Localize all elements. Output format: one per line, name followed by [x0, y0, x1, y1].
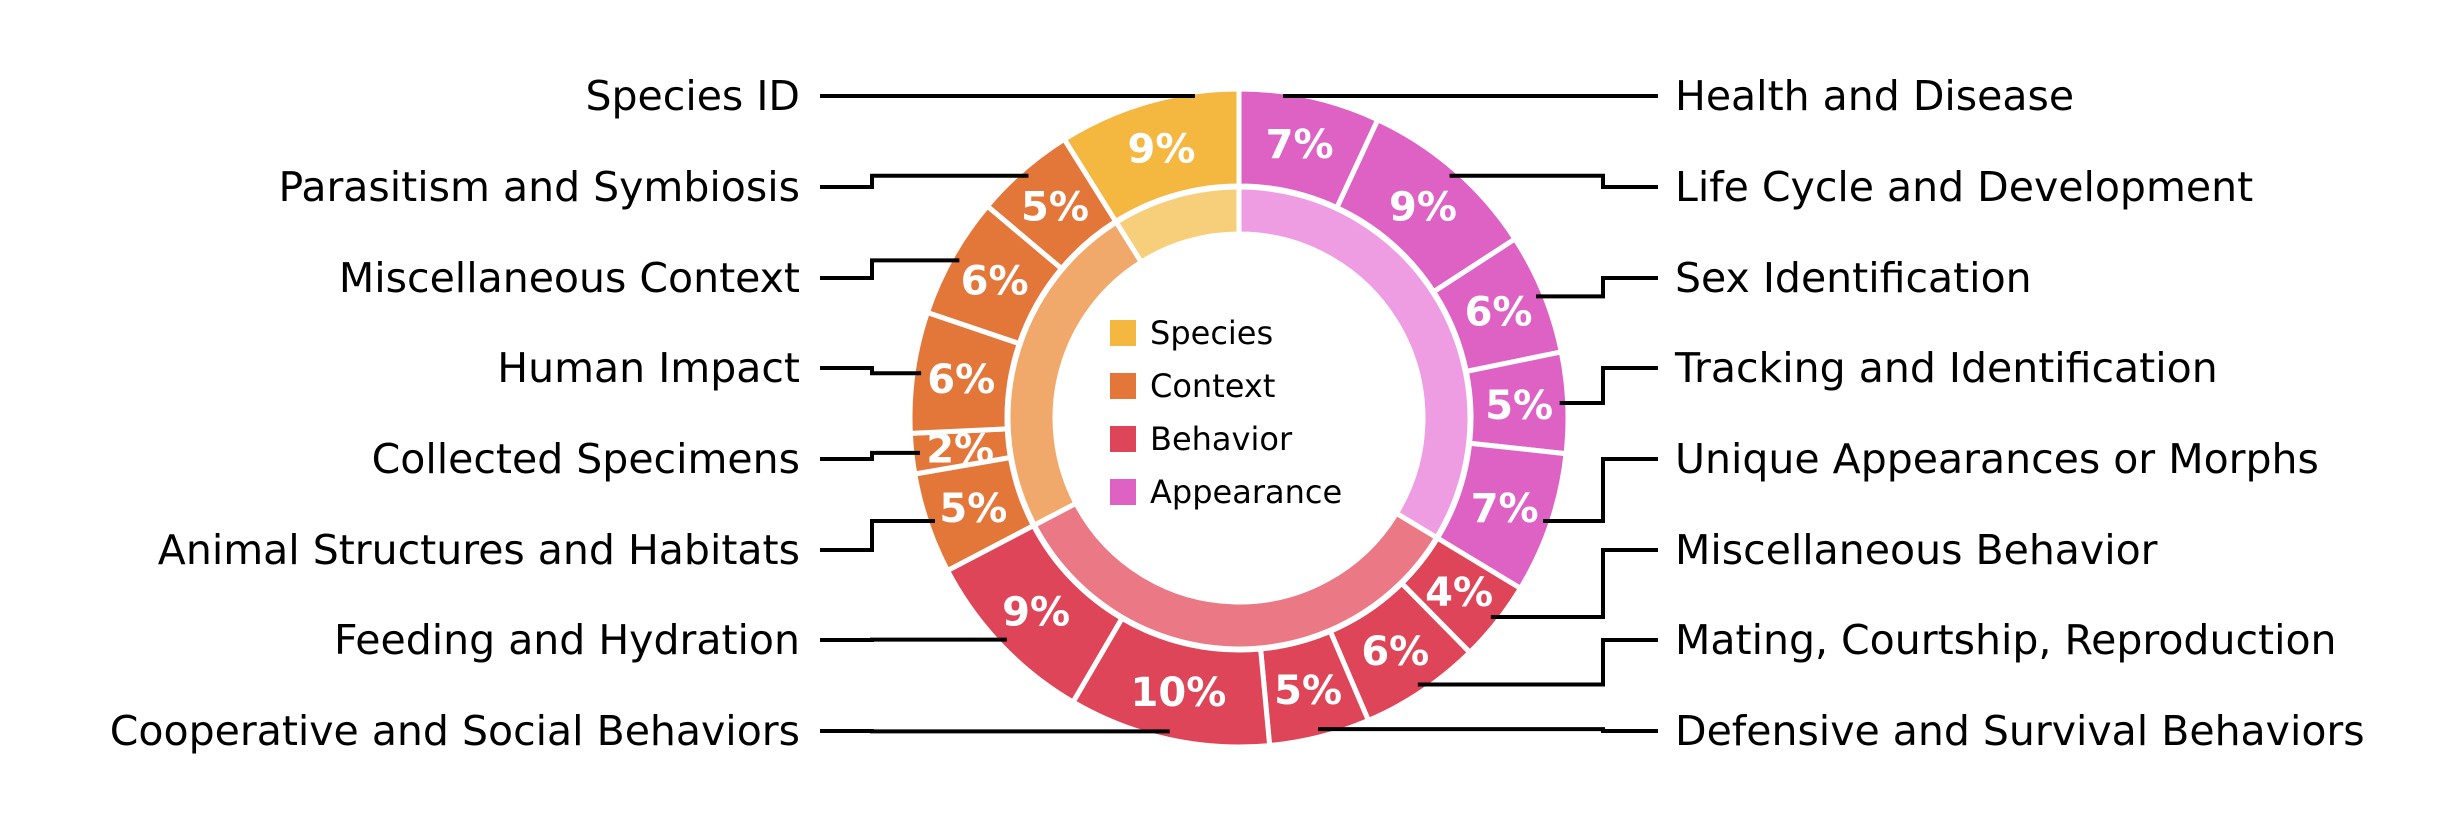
leader-line — [1417, 638, 1658, 687]
outer-wedge — [1060, 86, 1242, 225]
slice-label: Defensive and Survival Behaviors — [1675, 707, 2365, 755]
wedge-percent-label: 6% — [927, 357, 995, 403]
legend-label: Context — [1150, 367, 1275, 405]
slice-label: Miscellaneous Behavior — [1675, 526, 2158, 574]
legend-label: Species — [1150, 314, 1273, 352]
leader-line — [1536, 276, 1658, 299]
legend-swatch-species — [1110, 320, 1136, 346]
leader-line — [820, 173, 1029, 189]
leader-line — [820, 258, 960, 280]
wedge-percent-label: 9% — [1389, 184, 1457, 230]
slice-label: Parasitism and Symbiosis — [278, 163, 800, 211]
slice-label: Unique Appearances or Morphs — [1675, 435, 2319, 483]
wedge-percent-label: 5% — [1485, 383, 1553, 429]
wedge-percent-label: 6% — [1465, 290, 1533, 336]
slice-label: Collected Specimens — [372, 435, 800, 483]
legend-label: Appearance — [1150, 473, 1342, 511]
legend: Species Context Behavior Appearance — [1110, 314, 1342, 511]
leader-line — [820, 366, 922, 376]
leader-line — [820, 518, 935, 552]
legend-swatch-context — [1110, 373, 1136, 399]
slice-label: Animal Structures and Habitats — [158, 526, 800, 574]
slice-label: Life Cycle and Development — [1675, 163, 2253, 211]
leader-line — [1490, 548, 1658, 620]
slice-label: Feeding and Hydration — [334, 616, 800, 664]
slice-label: Mating, Courtship, Reproduction — [1675, 616, 2337, 664]
leader-line — [820, 450, 920, 461]
wedge-percent-label: 6% — [961, 258, 1029, 304]
wedge-percent-label: 6% — [1361, 629, 1429, 675]
wedge-percent-label: 7% — [1266, 122, 1334, 168]
legend-label: Behavior — [1150, 420, 1293, 458]
slice-label: Species ID — [586, 72, 801, 120]
leader-line — [1318, 727, 1658, 733]
slice-label: Miscellaneous Context — [339, 254, 800, 302]
wedge-percent-label: 5% — [1274, 668, 1342, 714]
wedge-percent-label: 5% — [1021, 184, 1089, 230]
wedge-percent-label: 9% — [1128, 126, 1196, 172]
legend-swatch-appearance — [1110, 479, 1136, 505]
slice-label: Cooperative and Social Behaviors — [110, 707, 800, 755]
leader-line — [1449, 173, 1658, 189]
slice-label: Human Impact — [497, 344, 800, 392]
leader-line — [1543, 457, 1658, 523]
wedge-percent-label: 4% — [1425, 570, 1493, 616]
wedge-percent-label: 5% — [939, 486, 1007, 532]
wedge-percent-label: 10% — [1131, 670, 1227, 716]
wedge-percent-label: 7% — [1471, 486, 1539, 532]
legend-swatch-behavior — [1110, 426, 1136, 452]
wedge-percent-label: 9% — [1002, 590, 1070, 636]
slice-label: Sex Identification — [1675, 254, 2032, 302]
slice-label: Health and Disease — [1675, 72, 2074, 120]
leader-line — [1559, 366, 1658, 406]
slice-label: Tracking and Identification — [1674, 344, 2218, 392]
